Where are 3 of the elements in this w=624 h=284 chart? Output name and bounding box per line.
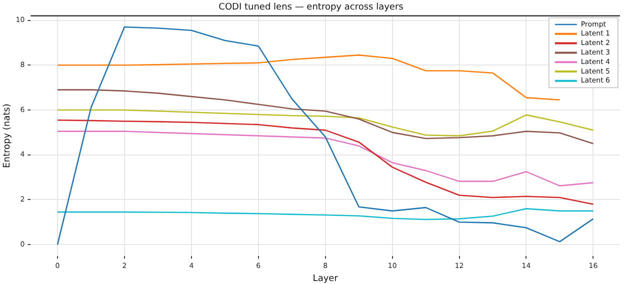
x-axis-title: Layer xyxy=(312,274,338,284)
y-axis-title: Entropy (nats) xyxy=(2,104,13,168)
chart-title: CODI tuned lens — entropy across layers xyxy=(218,2,404,13)
